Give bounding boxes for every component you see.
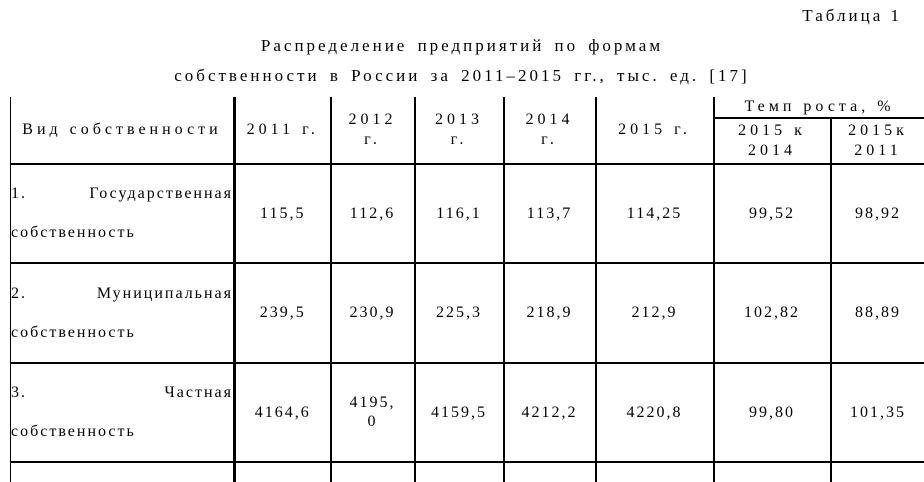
header-row-sub: 2015 к 2014 2015к 2011	[11, 116, 924, 165]
value-cell: 116,1	[413, 162, 505, 264]
value-cell: 4159,5	[413, 361, 505, 463]
header-cell-2015-to-2014: 2015 к 2014	[712, 116, 832, 165]
header-cell-2013: 2013 г.	[413, 97, 505, 165]
value-cell: 98,92	[829, 162, 924, 264]
value-cell: 212,9	[594, 262, 715, 364]
value-cell: 88,89	[829, 262, 924, 364]
value-cell: 218,9	[502, 262, 597, 364]
header-cell-2014: 2014 г.	[502, 97, 597, 165]
value-cell: 149,6	[233, 461, 332, 482]
value-cell: 99,80	[712, 361, 832, 463]
label-line: 3. Частная	[11, 384, 233, 401]
value-cell: 142,95	[594, 461, 715, 482]
label-line: собственность	[11, 423, 136, 440]
label-cell: 2. Муниципальная собственность	[10, 262, 236, 364]
header-cell-2015: 2015 г.	[594, 97, 715, 165]
value-cell: 113,7	[502, 162, 597, 264]
value-cell: 144,9	[413, 461, 505, 482]
label-cell: 3. Частная собственность	[10, 361, 236, 463]
table-row-municipal-ownership: 2. Муниципальная собственность 239,5 230…	[10, 262, 924, 364]
value-cell: 4220,8	[594, 361, 715, 463]
table-row-public-religious-ownership: 4. Собственность общественных и религиоз…	[10, 461, 924, 482]
value-cell: 147,3	[329, 461, 416, 482]
table-title-line2: собственности в России за 2011–2015 гг.,…	[174, 66, 750, 85]
header-cell-2012: 2012 г.	[329, 97, 416, 165]
value-cell: 239,5	[233, 262, 332, 364]
table-title-line1: Распределение предприятий по формам	[260, 36, 664, 55]
value-cell: 144,4	[502, 461, 597, 482]
value-cell: 101,01	[712, 461, 832, 482]
header-cell-2011: 2011 г.	[233, 97, 332, 165]
label-line: 2. Муниципальная	[11, 284, 233, 302]
value-cell: 102,82	[712, 262, 832, 364]
label-line: 1. Государственная	[11, 185, 233, 202]
label-line: собственность	[11, 224, 136, 241]
value-cell: 95,55	[829, 461, 924, 482]
table-row-state-ownership: 1. Государственная собственность 115,5 1…	[10, 162, 924, 264]
value-cell: 4212,2	[502, 361, 597, 463]
value-cell: 114,25	[594, 162, 715, 264]
value-cell: 115,5	[233, 162, 332, 264]
header-cell-growth-rate: Темп роста, %	[712, 97, 924, 119]
value-cell: 4164,6	[233, 361, 332, 463]
value-cell: 230,9	[329, 262, 416, 364]
value-cell: 101,35	[829, 361, 924, 463]
value-cell: 99,52	[712, 162, 832, 264]
label-cell: 4. Собственность общественных и религиоз…	[10, 461, 236, 482]
value-cell: 112,6	[329, 162, 416, 264]
label-cell: 1. Государственная собственность	[10, 162, 236, 264]
header-cell-ownership-type: Вид собственности	[10, 97, 236, 165]
ownership-table: Вид собственности 2011 г. 2012 г. 2013 г…	[10, 97, 924, 482]
header-row-top: Вид собственности 2011 г. 2012 г. 2013 г…	[10, 97, 924, 165]
value-cell: 4195, 0	[329, 361, 416, 463]
label-line: собственность	[11, 323, 136, 341]
table-row-private-ownership: 3. Частная собственность 4164,6 4195, 0 …	[10, 361, 924, 463]
header-cell-2015-to-2011: 2015к 2011	[829, 116, 924, 165]
value-cell: 225,3	[413, 262, 505, 364]
table-caption-label: Таблица 1	[802, 6, 902, 25]
